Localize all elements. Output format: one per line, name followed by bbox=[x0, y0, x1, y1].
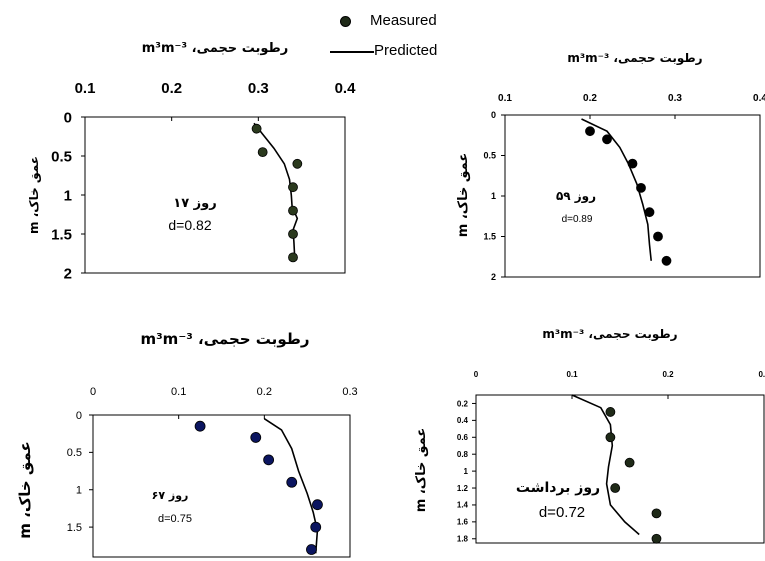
x-tick-label: 0.3 bbox=[248, 80, 269, 97]
annotation-day: روز ۵۹ bbox=[556, 189, 596, 204]
y-tick-label: 0.8 bbox=[457, 450, 469, 459]
x-tick-label: 0.1 bbox=[171, 386, 186, 398]
legend-predicted-label: Predicted bbox=[374, 42, 438, 59]
y-tick-label: 1.5 bbox=[483, 232, 496, 242]
measured-point bbox=[653, 231, 663, 242]
y-axis-label: عمق خاک، m bbox=[16, 441, 34, 538]
legend-measured-marker bbox=[340, 16, 351, 27]
predicted-line bbox=[581, 118, 652, 261]
measured-point bbox=[288, 205, 298, 216]
y-tick-label: 1.5 bbox=[67, 522, 82, 534]
x-tick-label: 0 bbox=[90, 386, 96, 398]
plot-frame bbox=[475, 394, 765, 544]
y-axis-label: عمق خاک، m bbox=[456, 153, 471, 237]
measured-point bbox=[312, 499, 323, 511]
measured-point bbox=[310, 521, 322, 533]
measured-point bbox=[585, 126, 595, 137]
chart-panel-bottom-right: 0 0.1 0.2 0.3 0.2 0.4 0.6 0.8 1 1.2 1.4 1.6 1.8 رطوبت… bbox=[414, 327, 765, 544]
y-tick-label: 1 bbox=[64, 187, 72, 204]
chart-panel-top-right: 0.1 0.2 0.3 0.4 0 0.5 1 1.5 2 رطوبت حجمی، m³m⁻³ عم… bbox=[456, 51, 765, 282]
measured-point bbox=[292, 158, 303, 169]
annotation-day: روز ۶۷ bbox=[152, 489, 189, 502]
y-tick-label: 0.6 bbox=[457, 433, 469, 442]
x-tick-label: 0.2 bbox=[257, 386, 272, 398]
x-tick-label: 0.2 bbox=[662, 370, 674, 379]
measured-point bbox=[250, 432, 262, 443]
y-tick-label: 2 bbox=[491, 272, 496, 282]
y-tick-label: 1.8 bbox=[457, 535, 469, 544]
y-tick-label: 1.6 bbox=[457, 518, 469, 527]
measured-point bbox=[286, 476, 298, 488]
y-tick-label: 1.5 bbox=[51, 226, 72, 243]
annotation-day: روز برداشت bbox=[516, 480, 600, 496]
measured-point bbox=[194, 420, 206, 432]
x-axis-label: رطوبت حجمی، m³m⁻³ bbox=[567, 51, 702, 66]
chart-panel-top-left: 0.1 0.2 0.3 0.4 0 0.5 1 1.5 2 رطوبت حجمی، m³m⁻³ عم… bbox=[27, 41, 356, 282]
measured-point bbox=[602, 134, 612, 145]
plot-frame bbox=[504, 114, 761, 278]
measured-point bbox=[624, 457, 635, 468]
x-tick-label: 0 bbox=[474, 370, 479, 379]
y-tick-label: 0.2 bbox=[457, 399, 469, 408]
x-tick-label: 0.4 bbox=[335, 80, 357, 97]
measured-point bbox=[263, 454, 275, 466]
y-axis-label: عمق خاک، m bbox=[414, 428, 429, 512]
measured-point bbox=[306, 544, 317, 555]
measured-point bbox=[651, 508, 662, 519]
measured-point bbox=[257, 147, 268, 158]
plot-frame bbox=[84, 116, 346, 274]
x-tick-label: 0.2 bbox=[583, 93, 597, 104]
measured-point bbox=[661, 255, 672, 266]
measured-point bbox=[288, 182, 298, 193]
annotation-day: روز ۱۷ bbox=[173, 196, 216, 211]
measured-point bbox=[605, 407, 616, 417]
measured-point bbox=[644, 207, 655, 218]
y-tick-label: 0.4 bbox=[457, 416, 469, 425]
y-tick-label: 1 bbox=[76, 485, 82, 497]
x-tick-label: 0.1 bbox=[75, 80, 96, 97]
y-tick-label: 1.4 bbox=[457, 501, 469, 510]
y-tick-label: 0.5 bbox=[483, 151, 496, 161]
measured-point bbox=[251, 123, 262, 134]
y-tick-label: 2 bbox=[64, 265, 72, 282]
y-tick-label: 2 bbox=[76, 559, 82, 561]
x-tick-label: 0.3 bbox=[342, 386, 357, 398]
annotation-d: d=0.72 bbox=[539, 504, 585, 521]
x-tick-label: 0.3 bbox=[758, 370, 765, 379]
annotation-d: d=0.89 bbox=[562, 214, 593, 225]
x-tick-label: 0.4 bbox=[753, 93, 765, 104]
plot-frame bbox=[92, 414, 351, 558]
y-tick-label: 0.5 bbox=[51, 148, 72, 165]
annotation-d: d=0.82 bbox=[168, 217, 211, 233]
y-tick-label: 0 bbox=[64, 109, 72, 126]
y-tick-label: 1 bbox=[464, 467, 469, 476]
y-tick-label: 0 bbox=[76, 410, 82, 422]
measured-point bbox=[605, 432, 616, 443]
measured-point bbox=[627, 158, 638, 169]
measured-point bbox=[610, 483, 621, 493]
x-tick-label: 0.1 bbox=[566, 370, 578, 379]
y-axis-label: عمق خاک، m bbox=[27, 156, 41, 234]
x-axis-label: رطوبت حجمی، m³m⁻³ bbox=[140, 330, 309, 348]
y-tick-label: 0 bbox=[491, 110, 496, 120]
annotation-d: d=0.75 bbox=[158, 513, 192, 525]
predicted-line bbox=[571, 394, 640, 536]
chart-panel-bottom-left: 0 0.1 0.2 0.3 0 0.5 1 1.5 2 رطوبت حجمی، m³m⁻³ عمق … bbox=[16, 330, 358, 561]
x-axis-label: رطوبت حجمی، m³m⁻³ bbox=[542, 327, 677, 342]
measured-point bbox=[636, 182, 646, 193]
x-tick-label: 0.1 bbox=[498, 93, 512, 104]
measured-point bbox=[288, 252, 298, 263]
x-tick-label: 0.2 bbox=[161, 80, 182, 97]
y-tick-label: 1.2 bbox=[457, 484, 469, 493]
x-axis-label: رطوبت حجمی، m³m⁻³ bbox=[142, 41, 288, 56]
measured-point bbox=[651, 533, 662, 544]
legend-predicted-line bbox=[330, 51, 374, 53]
y-tick-label: 0.5 bbox=[67, 447, 82, 459]
y-tick-label: 1 bbox=[491, 191, 496, 201]
measured-point bbox=[288, 229, 298, 239]
legend-measured-label: Measured bbox=[370, 12, 437, 29]
x-tick-label: 0.3 bbox=[668, 93, 682, 104]
